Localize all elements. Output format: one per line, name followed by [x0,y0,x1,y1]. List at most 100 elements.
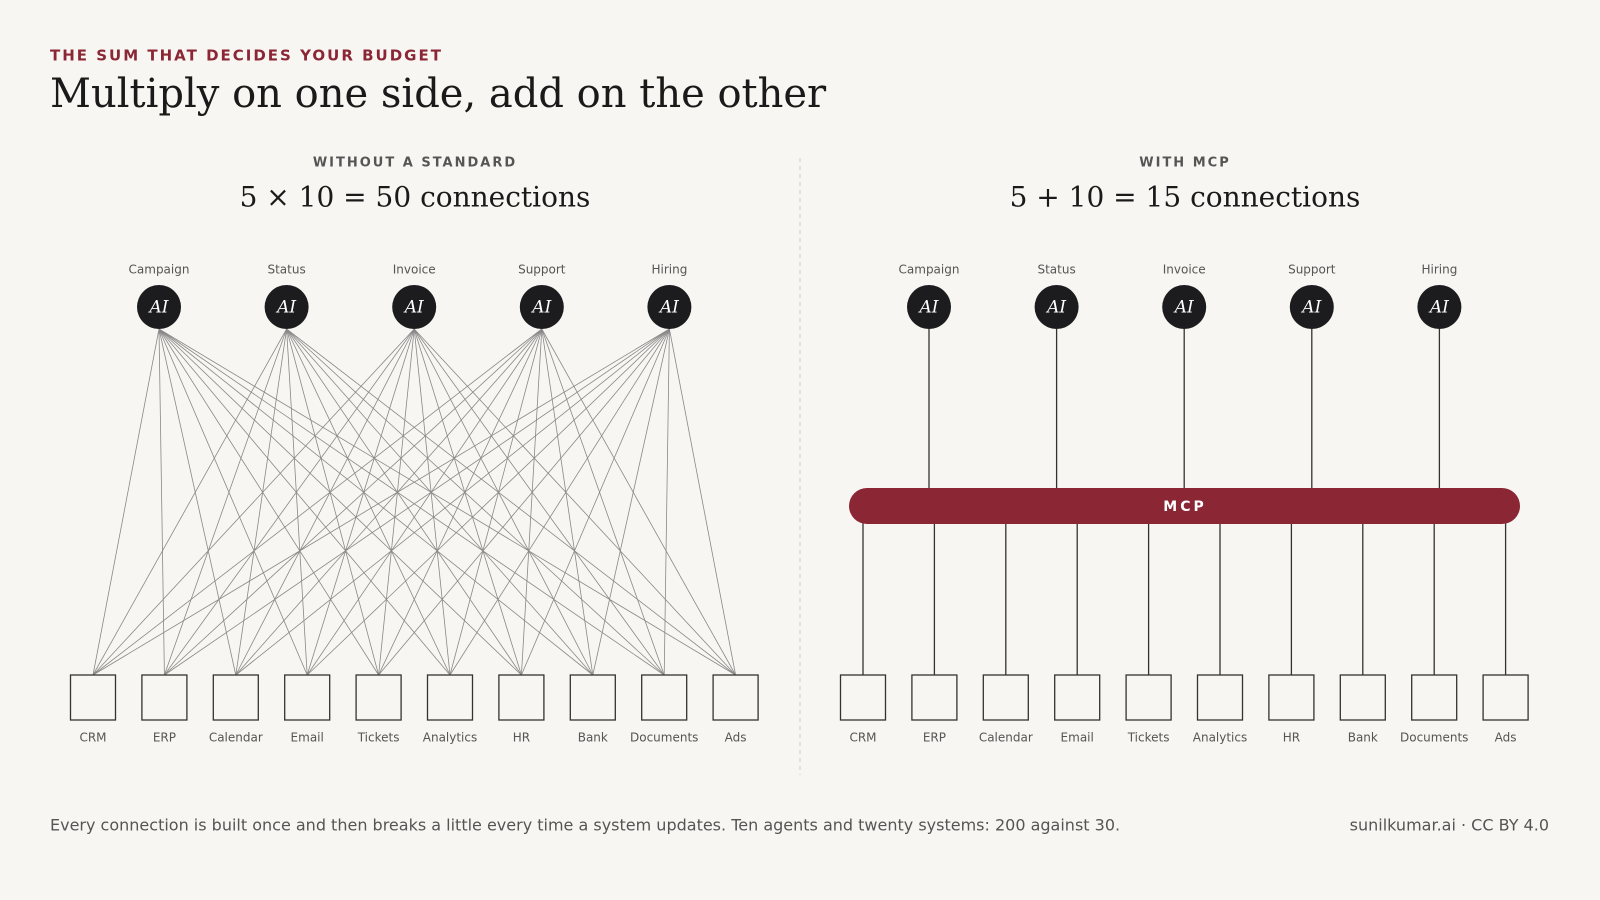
agent-label: Invoice [393,263,436,277]
connection [663,328,670,676]
system-label: Bank [1348,731,1378,745]
system-box [355,674,402,721]
system-label: Analytics [423,731,478,745]
agent-node [1289,285,1334,329]
panel-label: WITH MCP [1139,156,1230,171]
agent-badge: AI [1428,298,1449,318]
system-box [641,674,688,721]
system-label: Documents [1400,731,1468,745]
connection [235,328,670,676]
connection [378,328,670,676]
system-box [839,674,887,721]
connection [164,328,543,676]
kicker: THE SUM THAT DECIDES YOUR BUDGET [50,47,443,65]
agent-label: Hiring [1421,263,1457,277]
connection [413,328,451,676]
agent-label: Support [1288,263,1336,277]
system-label: Calendar [979,731,1033,745]
connection [235,328,287,676]
connection [378,328,415,676]
system-box [284,674,331,721]
system-label: Calendar [209,731,263,745]
agent-label: Support [518,263,566,277]
system-label: Documents [630,731,698,745]
system-box [212,674,259,721]
connection [286,328,594,676]
connection [306,328,415,676]
system-label: HR [513,731,530,745]
system-label: Email [1061,731,1094,745]
system-box [982,674,1029,721]
connection [158,328,736,676]
system-label: Analytics [1193,731,1248,745]
system-label: CRM [849,731,876,745]
system-box [1339,674,1386,721]
system-label: Tickets [357,731,400,745]
connection [449,328,543,676]
connection [541,328,665,676]
connection [413,328,736,676]
system-label: CRM [79,731,106,745]
connection [541,328,594,676]
system-box [1268,674,1315,721]
agent-label: Status [267,263,305,277]
connection [158,328,165,676]
system-label: HR [1283,731,1300,745]
agent-node [519,285,564,329]
connection [286,328,379,676]
agent-label: Campaign [899,263,960,277]
agent-badge: AI [403,298,424,318]
system-box [569,674,616,721]
connection [235,328,543,676]
connection [158,328,594,676]
equation: 5 + 10 = 15 connections [1010,181,1361,214]
system-label: ERP [923,731,946,745]
agent-node [1034,285,1079,329]
connection [669,328,736,676]
system-label: Email [291,731,324,745]
agent-badge: AI [530,298,551,318]
system-label: Ads [1495,731,1517,745]
connection [164,328,670,676]
system-label: Tickets [1127,731,1170,745]
connection [158,328,451,676]
connection [306,328,543,676]
connection [286,328,451,676]
connection [158,328,237,676]
connection [378,328,543,676]
connection [92,328,160,676]
panel-label: WITHOUT A STANDARD [313,156,517,171]
system-box [1054,674,1101,721]
connection [164,328,415,676]
system-label: Bank [578,731,608,745]
connection [413,328,665,676]
agent-node [907,285,951,329]
connection [521,328,670,676]
connection [306,328,670,676]
agent-badge: AI [1173,298,1194,318]
agent-node [1417,285,1462,329]
footer-credit: sunilkumar.ai · CC BY 4.0 [1350,816,1549,835]
system-box [1196,674,1244,721]
connection [92,328,543,676]
system-label: Ads [725,731,747,745]
connection [449,328,670,676]
agent-label: Status [1037,263,1075,277]
system-box [1411,674,1458,721]
agent-badge: AI [658,298,679,318]
agent-badge: AI [275,298,296,318]
system-box [426,674,474,721]
connection [158,328,665,676]
connection [521,328,543,676]
connection [413,328,594,676]
connection [158,328,308,676]
connection [92,328,415,676]
system-box [498,674,545,721]
connection [286,328,522,676]
title: Multiply on one side, add on the other [50,71,827,117]
system-label: ERP [153,731,176,745]
connection [158,328,379,676]
system-box [141,674,188,721]
agent-node [1162,285,1207,329]
